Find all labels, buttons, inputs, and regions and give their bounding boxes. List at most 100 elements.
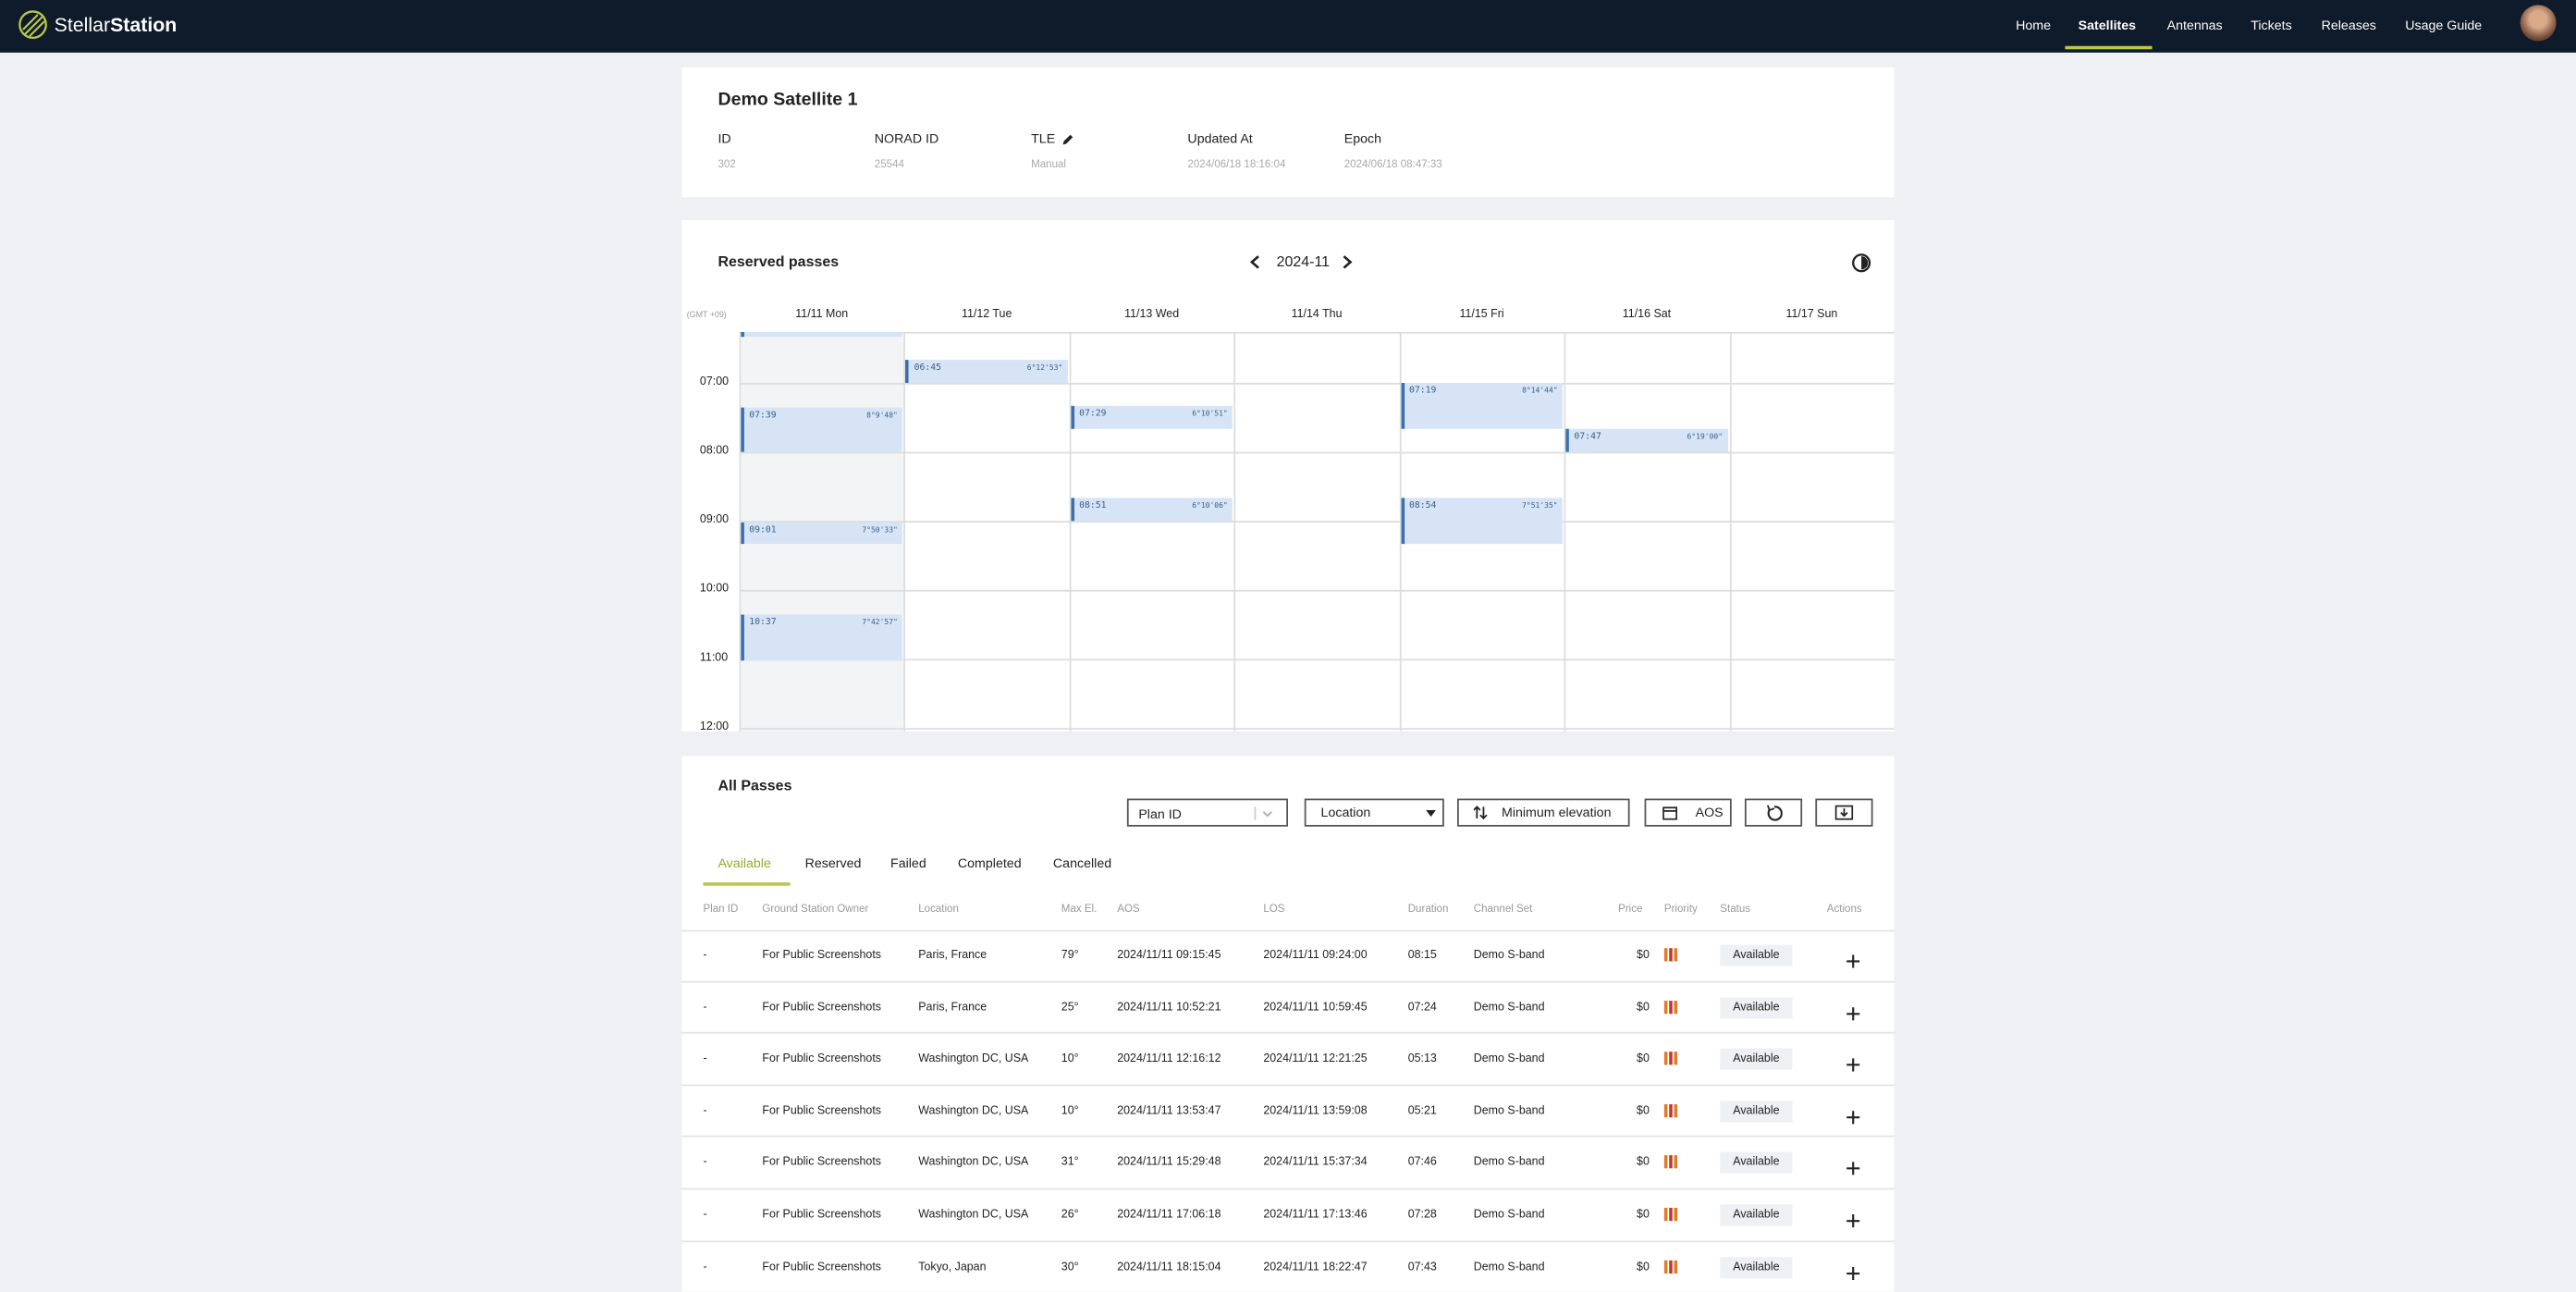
hour-line <box>739 521 1895 523</box>
cell: Demo S-band <box>1473 1105 1545 1117</box>
cell: Washington DC, USA <box>918 1105 1029 1117</box>
next-month[interactable] <box>1341 254 1354 269</box>
cell: Demo S-band <box>1473 1002 1545 1014</box>
reserved-pass[interactable]: 10:37 7°42'57" <box>741 614 903 661</box>
nav-link[interactable]: Tickets <box>2251 18 2292 33</box>
cell: 2024/11/11 12:21:25 <box>1263 1053 1368 1065</box>
pass-elevation: 6°19'00" <box>1687 434 1723 442</box>
brand: StellarStation <box>55 13 178 36</box>
cell: 2024/11/11 15:29:48 <box>1117 1157 1221 1169</box>
cell: Demo S-band <box>1473 1209 1545 1222</box>
priority-bar <box>1669 948 1673 962</box>
add-action[interactable] <box>1846 1210 1860 1231</box>
tab[interactable]: Completed <box>957 855 1022 871</box>
aos-filter[interactable]: AOS <box>1644 798 1732 827</box>
price: $0 <box>1637 1002 1650 1014</box>
cell: For Public Screenshots <box>762 1053 882 1065</box>
avatar[interactable] <box>2520 5 2557 42</box>
cell: For Public Screenshots <box>762 1157 882 1169</box>
pass-elevation: 6°12'53" <box>1026 364 1063 374</box>
tab[interactable]: Available <box>718 855 771 871</box>
reserved-pass[interactable]: 09:01 7°50'33" <box>741 523 903 545</box>
download-button[interactable] <box>1815 798 1873 827</box>
reset-button[interactable] <box>1744 798 1803 827</box>
cell: 2024/11/11 12:16:12 <box>1117 1053 1221 1065</box>
cell: For Public Screenshots <box>762 1261 882 1274</box>
table-row: - For Public Screenshots Washington DC, US… <box>681 1086 1895 1138</box>
priority-bar <box>1663 1052 1667 1065</box>
field-label: TLE <box>1031 131 1056 147</box>
nav-link[interactable]: Home <box>2016 18 2052 33</box>
min-elevation-filter[interactable]: Minimum elevation <box>1457 798 1630 827</box>
dropdown-icon <box>1426 809 1436 818</box>
add-action[interactable] <box>1846 1261 1860 1283</box>
column-header: Priority <box>1663 904 1698 916</box>
priority-bar <box>1663 1207 1667 1222</box>
priority-bar <box>1669 1155 1673 1169</box>
plan-id-filter-label: Plan ID <box>1138 806 1182 822</box>
priority-bar <box>1669 1103 1673 1117</box>
priority-bar <box>1674 1207 1677 1222</box>
cell: 10° <box>1061 1105 1079 1117</box>
cell: 2024/11/11 18:15:04 <box>1117 1261 1221 1274</box>
status-badge: Available <box>1720 1256 1793 1278</box>
cell: Paris, France <box>918 949 987 962</box>
status: Available <box>1733 1002 1780 1014</box>
add-action[interactable] <box>1846 1105 1860 1126</box>
status-badge: Available <box>1720 1152 1793 1175</box>
priority-bar <box>1674 1052 1677 1065</box>
priority-bar <box>1669 1260 1673 1274</box>
nav-link[interactable]: Satellites <box>2078 18 2137 33</box>
reserved-pass[interactable]: 08:51 6°10'06" <box>1071 498 1233 522</box>
price: $0 <box>1637 1157 1650 1169</box>
add-action[interactable] <box>1846 1158 1860 1179</box>
field-value: 302 <box>718 159 736 171</box>
table-row: - For Public Screenshots Washington DC, US… <box>681 1034 1895 1087</box>
reserved-pass[interactable]: 08:54 7°51'35" <box>1401 498 1563 545</box>
reserved-pass[interactable]: 07:47 6°19'00" <box>1565 428 1728 452</box>
cell: - <box>703 1261 707 1274</box>
cell: - <box>703 1157 707 1169</box>
hour-label: 07:00 <box>699 375 730 388</box>
field-label: ID <box>718 131 731 147</box>
nav-link[interactable]: Antennas <box>2166 18 2223 33</box>
status-badge: Available <box>1720 1204 1793 1226</box>
price: $0 <box>1637 1261 1650 1274</box>
column-header: Duration <box>1407 904 1449 916</box>
table-row: - For Public Screenshots Washington DC, US… <box>681 1189 1895 1242</box>
cell: 07:46 <box>1407 1157 1437 1169</box>
status: Available <box>1733 1105 1780 1117</box>
nav-link[interactable]: Usage Guide <box>2405 18 2483 33</box>
status: Available <box>1733 1261 1780 1274</box>
add-action[interactable] <box>1846 950 1860 971</box>
pass-start: 08:51 <box>1079 500 1107 511</box>
location-filter[interactable]: Location <box>1304 798 1444 827</box>
cell: Demo S-band <box>1473 1053 1545 1065</box>
cell: 2024/11/11 10:52:21 <box>1117 1002 1221 1014</box>
cell: 2024/11/11 15:37:34 <box>1263 1157 1368 1169</box>
reserved-pass[interactable]: 07:19 8°14'44" <box>1401 382 1563 429</box>
pass-elevation: 7°51'35" <box>1522 502 1558 511</box>
hour-label: 09:00 <box>699 514 730 526</box>
tab[interactable]: Reserved <box>804 855 862 871</box>
priority-bar <box>1663 1260 1667 1274</box>
cell: For Public Screenshots <box>762 949 882 962</box>
plan-id-filter[interactable]: Plan ID <box>1126 798 1289 827</box>
prev-month[interactable] <box>1248 254 1261 269</box>
theme-toggle[interactable] <box>1851 253 1871 273</box>
reserved-pass[interactable]: 06:45 6°12'53" <box>905 360 1068 383</box>
priority-icon <box>1663 1155 1681 1169</box>
edit-tle-icon[interactable] <box>1061 133 1074 146</box>
cell: 2024/11/11 17:06:18 <box>1117 1209 1221 1222</box>
tab[interactable]: Cancelled <box>1052 855 1112 871</box>
nav-link[interactable]: Releases <box>2321 18 2376 33</box>
cell: 2024/11/11 17:13:46 <box>1263 1209 1368 1222</box>
tab[interactable]: Failed <box>890 855 926 871</box>
day-column <box>903 331 1069 732</box>
reserved-pass[interactable]: 07:29 6°10'51" <box>1071 405 1233 429</box>
table-row: - For Public Screenshots Paris, France 25° 2… <box>681 982 1895 1034</box>
reserved-pass[interactable]: 07:39 8°9'48" <box>741 407 903 452</box>
add-action[interactable] <box>1846 1002 1860 1023</box>
cell: - <box>703 1209 707 1222</box>
add-action[interactable] <box>1846 1053 1860 1075</box>
